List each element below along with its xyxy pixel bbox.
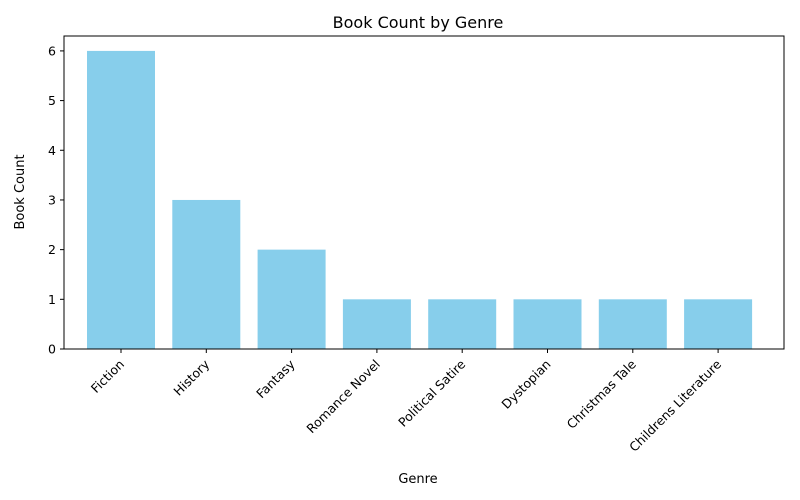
bar-2 <box>257 249 326 349</box>
x-tick-label-3: Romance Novel <box>303 357 383 437</box>
x-tick-label-0: Fiction <box>88 357 127 396</box>
bar-5 <box>513 299 582 349</box>
y-tick-label-3: 3 <box>48 192 56 207</box>
y-tick-label-4: 4 <box>48 143 56 158</box>
chart-title: Book Count by Genre <box>333 13 504 32</box>
x-tick-label-1: History <box>170 356 212 398</box>
y-tick-label-0: 0 <box>48 342 56 357</box>
x-tick-label-6: Christmas Tale <box>564 356 639 431</box>
bar-6 <box>598 299 667 349</box>
y-tick-label-2: 2 <box>48 242 56 257</box>
bar-4 <box>428 299 497 349</box>
bar-7 <box>684 299 753 349</box>
y-tick-label-6: 6 <box>48 43 56 58</box>
x-tick-label-2: Fantasy <box>253 356 298 401</box>
x-axis-label: Genre <box>398 472 437 487</box>
x-tick-label-5: Dystopian <box>498 357 553 412</box>
bar-3 <box>342 299 411 349</box>
x-tick-label-7: Childrens Literature <box>626 356 724 454</box>
bar-0 <box>87 50 155 350</box>
plot-frame <box>63 35 785 350</box>
bars-group <box>87 50 753 350</box>
y-axis-ticks: 0 1 2 3 4 5 6 <box>48 43 64 357</box>
y-tick-label-1: 1 <box>48 292 56 307</box>
y-tick-label-5: 5 <box>48 93 56 108</box>
x-axis-ticks: Fiction History Fantasy Romance Novel Politi… <box>88 349 724 455</box>
bar-1 <box>172 199 241 349</box>
y-axis-label: Book Count <box>13 154 28 229</box>
x-tick-label-4: Political Satire <box>395 356 468 429</box>
